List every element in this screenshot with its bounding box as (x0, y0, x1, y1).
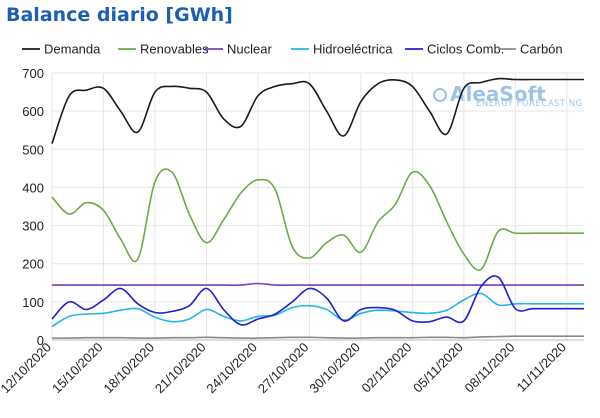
watermark-tagline: ENERGY FORECASTING (476, 99, 583, 109)
x-tick-label: 12/10/2020 (0, 340, 54, 397)
y-tick-label: 0 (37, 333, 44, 348)
x-tick-label: 30/10/2020 (306, 340, 363, 397)
legend-label-demanda: Demanda (44, 42, 101, 57)
legend-label-carb-n: Carbón (520, 42, 563, 57)
x-tick-label: 02/11/2020 (359, 340, 415, 396)
x-tick-label: 27/10/2020 (255, 340, 312, 397)
y-tick-label: 600 (22, 104, 44, 119)
x-tick-label: 21/10/2020 (152, 340, 209, 397)
x-tick-label: 18/10/2020 (100, 340, 157, 397)
x-tick-label: 11/11/2020 (514, 340, 569, 395)
series-line-demanda (51, 77, 584, 144)
legend-label-renovables: Renovables (140, 42, 209, 57)
series-line-hidroel-ctrica (51, 292, 584, 328)
y-tick-label: 300 (22, 219, 44, 234)
y-tick-label: 500 (22, 142, 44, 157)
y-tick-label: 400 (22, 180, 44, 195)
series-line-carb-n (51, 335, 584, 339)
series-line-renovables (51, 168, 584, 271)
legend-label-ciclos-comb: Ciclos Comb. (427, 42, 504, 57)
y-tick-label: 700 (22, 66, 44, 81)
x-tick-label: 15/10/2020 (49, 340, 106, 397)
series-line-ciclos-comb (51, 275, 584, 326)
chart-title: Balance diario [GWh] (6, 4, 233, 26)
y-tick-label: 100 (22, 295, 44, 310)
legend-label-hidroel-ctrica: Hidroeléctrica (313, 42, 393, 57)
x-tick-label: 08/11/2020 (462, 340, 518, 396)
series-line-nuclear (52, 282, 584, 286)
watermark-logo-icon (433, 88, 447, 102)
x-tick-label: 24/10/2020 (203, 340, 260, 397)
y-tick-label: 200 (22, 257, 44, 272)
legend-label-nuclear: Nuclear (227, 42, 272, 57)
x-tick-label: 05/11/2020 (410, 340, 466, 396)
